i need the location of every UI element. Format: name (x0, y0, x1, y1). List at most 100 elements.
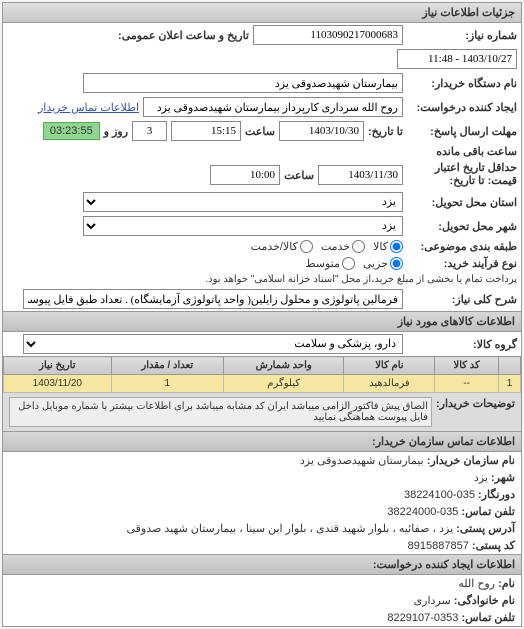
contact-org-value: بیمارستان شهیدصدوقی یزد (300, 455, 424, 467)
contact-tel-line: تلفن تماس: 035-38224000 (3, 503, 521, 520)
cell-unit: کیلوگرم (223, 375, 344, 393)
cell-date: 1403/11/20 (4, 375, 112, 393)
creator-row: ایجاد کننده درخواست: اطلاعات تماس خریدار (3, 95, 521, 119)
request-number-label: شماره نیاز: (407, 29, 517, 42)
creator-tel-label: تلفن تماس: (461, 612, 515, 624)
radio-medium-input[interactable] (342, 257, 355, 270)
th-idx (499, 357, 521, 375)
remain-days-input (132, 121, 167, 141)
process-type-label: نوع فرآیند خرید: (407, 257, 517, 270)
subject-category-row: طبقه بندی موضوعی: کالا خدمت کالا/خدمت (3, 238, 521, 255)
buyer-org-row: نام دستگاه خریدار: (3, 71, 521, 95)
contact-tel-value: 035-38224000 (387, 506, 458, 518)
contact-fax-line: دورنگار: 035-38224100 (3, 486, 521, 503)
announce-label: تاریخ و ساعت اعلان عمومی: (118, 29, 249, 42)
city-row: شهر محل تحویل: یزد (3, 214, 521, 238)
contact-fax-value: 035-38224100 (404, 489, 475, 501)
cell-code: -- (435, 375, 499, 393)
contact-city-value: یزد (474, 472, 488, 484)
items-section-title: اطلاعات کالاهای مورد نیاز (3, 311, 521, 332)
th-date: تاریخ نیاز (4, 357, 112, 375)
radio-service-input[interactable] (352, 240, 365, 253)
radio-goods-service[interactable]: کالا/خدمت (251, 240, 313, 253)
contact-fax-label: دورنگار: (478, 489, 515, 501)
contact-postal-value: 8915887857 (408, 540, 469, 552)
radio-goods-service-label: کالا/خدمت (251, 240, 298, 253)
th-unit: واحد شمارش (223, 357, 344, 375)
creator-family-label: نام خانوادگی: (454, 595, 515, 607)
creator-family-value: سرداری (414, 595, 451, 607)
buyer-notes-label: توضیحات خریدار: (436, 397, 515, 410)
contact-org-line: نام سازمان خریدار: بیمارستان شهیدصدوقی ی… (3, 452, 521, 469)
subject-category-label: طبقه بندی موضوعی: (407, 240, 517, 253)
contact-link[interactable]: اطلاعات تماس خریدار (38, 101, 139, 114)
cell-name: فرمالدهید (344, 375, 435, 393)
contact-address-line: آدرس پستی: یزد ، صفائیه ، بلوار شهید قند… (3, 520, 521, 537)
city-label: شهر محل تحویل: (407, 220, 517, 233)
need-title-label: شرح کلی نیاز: (407, 293, 517, 306)
th-qty: تعداد / مقدار (111, 357, 223, 375)
request-number-input[interactable] (253, 25, 403, 45)
creator-tel-value: 0353-8229107 (387, 612, 458, 624)
creator-name-value: روح الله (458, 578, 495, 590)
radio-goods[interactable]: کالا (373, 240, 403, 253)
contact-city-label: شهر: (491, 472, 515, 484)
validity-time-input[interactable] (210, 165, 280, 185)
creator-name-line: نام: روح الله (3, 575, 521, 592)
announce-input[interactable] (397, 49, 517, 69)
creator-label: ایجاد کننده درخواست: (407, 101, 517, 114)
creator-input[interactable] (143, 97, 403, 117)
radio-minor[interactable]: جزیی (363, 257, 403, 270)
details-panel: جزئیات اطلاعات نیاز شماره نیاز: تاریخ و … (2, 2, 522, 627)
deadline-label: مهلت ارسال پاسخ: (407, 125, 517, 138)
radio-goods-service-input[interactable] (300, 240, 313, 253)
contact-address-value: یزد ، صفائیه ، بلوار شهید قندی ، بلوار ا… (126, 523, 453, 535)
goods-group-label: گروه کالا: (407, 338, 517, 351)
contact-postal-label: کد پستی: (472, 540, 515, 552)
contact-section-title: اطلاعات تماس سازمان خریدار: (3, 431, 521, 452)
validity-label: حداقل تاریخ اعتبار قیمت: تا تاریخ: (407, 162, 517, 188)
table-row[interactable]: 1 -- فرمالدهید کیلوگرم 1 1403/11/20 (4, 375, 521, 393)
deadline-time-label: ساعت (245, 125, 275, 138)
creator-tel-line: تلفن تماس: 0353-8229107 (3, 609, 521, 626)
validity-date-input[interactable] (318, 165, 403, 185)
need-title-input[interactable] (23, 289, 403, 309)
creator-family-line: نام خانوادگی: سرداری (3, 592, 521, 609)
goods-group-select[interactable]: دارو، پزشکی و سلامت (23, 334, 403, 354)
province-label: استان محل تحویل: (407, 196, 517, 209)
contact-postal-line: کد پستی: 8915887857 (3, 537, 521, 554)
radio-service[interactable]: خدمت (321, 240, 365, 253)
radio-goods-label: کالا (373, 240, 388, 253)
process-type-row: نوع فرآیند خرید: جزیی متوسط پرداخت تمام … (3, 255, 521, 287)
radio-minor-label: جزیی (363, 257, 388, 270)
deadline-time-input[interactable] (171, 121, 241, 141)
deadline-row: مهلت ارسال پاسخ: تا تاریخ: ساعت روز و 03… (3, 119, 521, 160)
radio-medium[interactable]: متوسط (305, 257, 355, 270)
validity-time-label: ساعت (284, 169, 314, 182)
need-title-row: شرح کلی نیاز: (3, 287, 521, 311)
buyer-notes-text: الصاق پیش فاکتور الزامی میباشد ایران کد … (9, 397, 432, 427)
panel-title: جزئیات اطلاعات نیاز (3, 3, 521, 23)
validity-row: حداقل تاریخ اعتبار قیمت: تا تاریخ: ساعت (3, 160, 521, 190)
validity-label-1: حداقل تاریخ اعتبار (435, 162, 517, 174)
remain-time: 03:23:55 (43, 122, 100, 140)
validity-label-2: قیمت: تا تاریخ: (450, 175, 517, 187)
th-name: نام کالا (344, 357, 435, 375)
contact-address-label: آدرس پستی: (456, 523, 515, 535)
deadline-date-input[interactable] (279, 121, 364, 141)
radio-minor-input[interactable] (390, 257, 403, 270)
city-select[interactable]: یزد (83, 216, 403, 236)
buyer-org-input[interactable] (83, 73, 403, 93)
cell-idx: 1 (499, 375, 521, 393)
remain-label: ساعت باقی مانده (436, 145, 517, 158)
remain-day-label: روز و (104, 125, 128, 138)
process-radio-group: جزیی متوسط (305, 257, 403, 270)
contact-org-label: نام سازمان خریدار: (427, 455, 515, 467)
radio-service-label: خدمت (321, 240, 350, 253)
contact-tel-label: تلفن تماس: (461, 506, 515, 518)
process-note: پرداخت تمام یا بخشی از مبلغ خرید،از محل … (205, 274, 517, 285)
radio-goods-input[interactable] (390, 240, 403, 253)
province-select[interactable]: یزد (83, 192, 403, 212)
creator-name-label: نام: (498, 578, 515, 590)
request-number-row: شماره نیاز: تاریخ و ساعت اعلان عمومی: (3, 23, 521, 71)
